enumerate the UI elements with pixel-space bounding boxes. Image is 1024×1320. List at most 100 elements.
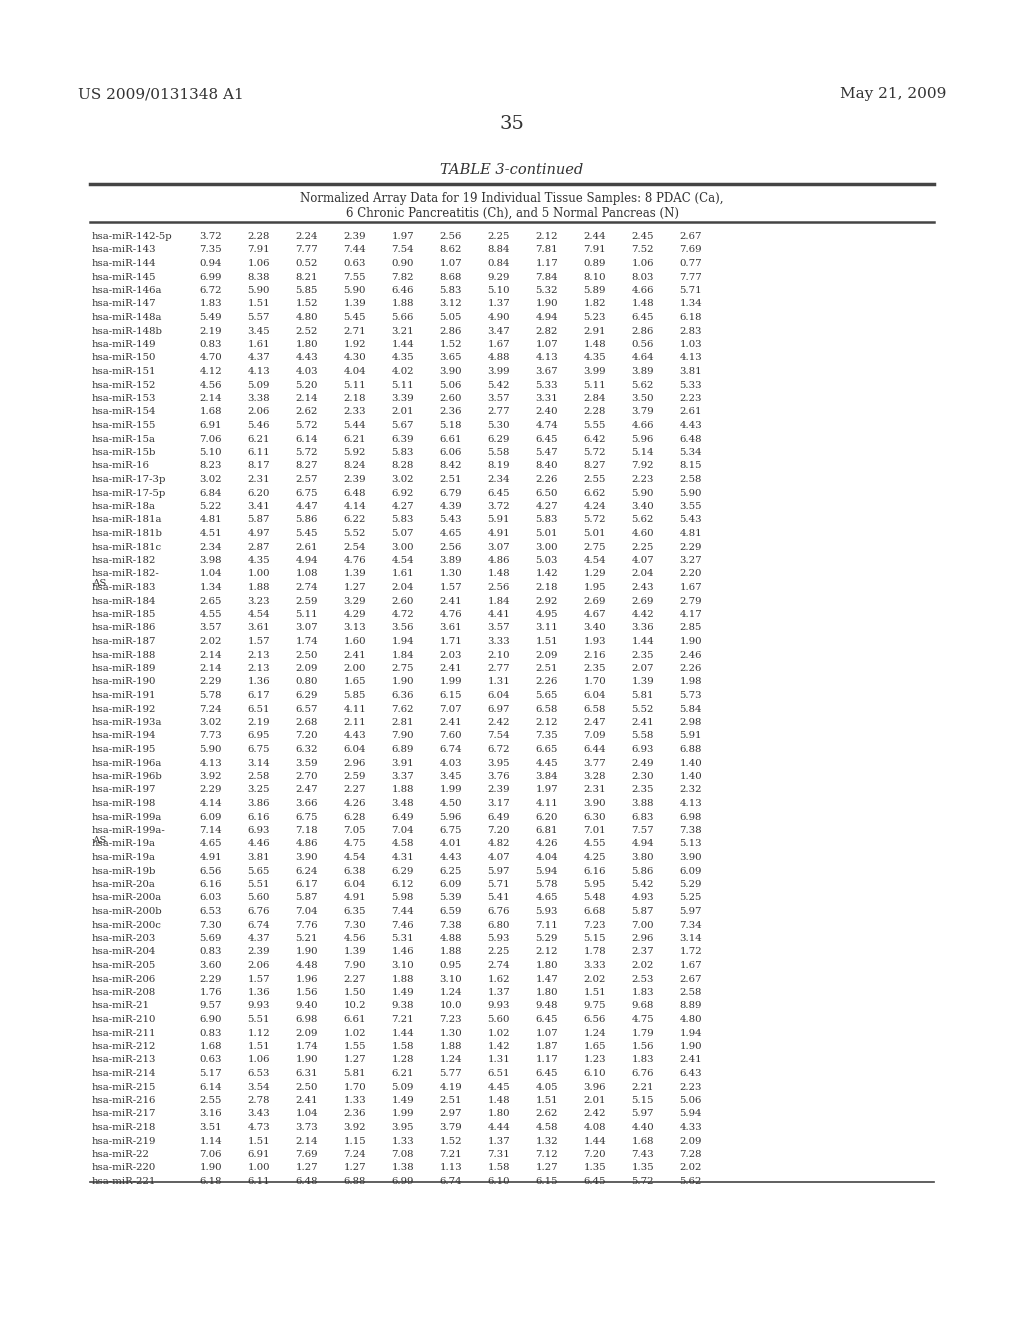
Text: 1.39: 1.39 [343,569,366,578]
Text: 1.74: 1.74 [295,1041,318,1051]
Text: 6.20: 6.20 [248,488,270,498]
Text: 1.98: 1.98 [680,677,702,686]
Text: 6.21: 6.21 [391,1069,414,1078]
Text: hsa-miR-19a: hsa-miR-19a [92,840,156,849]
Text: hsa-miR-19b: hsa-miR-19b [92,866,157,875]
Text: 6.48: 6.48 [296,1177,318,1185]
Text: 1.32: 1.32 [536,1137,558,1146]
Text: 5.78: 5.78 [536,880,558,888]
Text: 2.02: 2.02 [632,961,654,970]
Text: 2.14: 2.14 [200,664,222,673]
Text: 2.41: 2.41 [632,718,654,727]
Text: 1.40: 1.40 [679,772,702,781]
Text: 5.49: 5.49 [200,313,222,322]
Text: hsa-miR-153: hsa-miR-153 [92,393,157,403]
Text: 4.46: 4.46 [248,840,270,849]
Text: 3.99: 3.99 [487,367,510,376]
Text: 5.98: 5.98 [391,894,414,903]
Text: 3.56: 3.56 [391,623,414,632]
Text: 1.97: 1.97 [391,232,414,242]
Text: 5.10: 5.10 [487,286,510,294]
Text: 7.20: 7.20 [296,731,318,741]
Text: 5.25: 5.25 [680,894,702,903]
Text: 3.33: 3.33 [584,961,606,970]
Text: 3.99: 3.99 [584,367,606,376]
Text: 0.63: 0.63 [343,259,366,268]
Text: 2.62: 2.62 [536,1110,558,1118]
Text: 2.35: 2.35 [632,651,654,660]
Text: 4.43: 4.43 [295,354,318,363]
Text: 4.25: 4.25 [584,853,606,862]
Text: 2.96: 2.96 [632,935,654,942]
Text: 4.07: 4.07 [487,853,510,862]
Text: 7.12: 7.12 [536,1150,558,1159]
Text: 1.03: 1.03 [679,341,702,348]
Text: 6.17: 6.17 [248,690,270,700]
Text: 8.28: 8.28 [391,462,414,470]
Text: 7.77: 7.77 [295,246,318,255]
Text: 2.13: 2.13 [248,664,270,673]
Text: 9.68: 9.68 [632,1002,654,1011]
Text: 1.72: 1.72 [679,948,702,957]
Text: hsa-miR-205: hsa-miR-205 [92,961,157,970]
Text: 2.35: 2.35 [632,785,654,795]
Text: 3.17: 3.17 [487,799,510,808]
Text: 2.33: 2.33 [343,408,366,417]
Text: 1.17: 1.17 [536,259,558,268]
Text: 0.83: 0.83 [200,1028,222,1038]
Text: 5.23: 5.23 [584,313,606,322]
Text: 5.83: 5.83 [536,516,558,524]
Text: 6.49: 6.49 [487,813,510,821]
Text: 2.50: 2.50 [296,651,318,660]
Text: 1.55: 1.55 [343,1041,366,1051]
Text: 1.08: 1.08 [296,569,318,578]
Text: 6.44: 6.44 [584,744,606,754]
Text: 1.15: 1.15 [343,1137,366,1146]
Text: 9.75: 9.75 [584,1002,606,1011]
Text: 6.09: 6.09 [680,866,702,875]
Text: 6.22: 6.22 [344,516,366,524]
Text: 2.92: 2.92 [536,597,558,606]
Text: hsa-miR-148b: hsa-miR-148b [92,326,163,335]
Text: 2.16: 2.16 [584,651,606,660]
Text: hsa-miR-216: hsa-miR-216 [92,1096,157,1105]
Text: 2.79: 2.79 [680,597,702,606]
Text: 4.50: 4.50 [439,799,462,808]
Text: 2.41: 2.41 [679,1056,702,1064]
Text: 1.00: 1.00 [248,569,270,578]
Text: 9.93: 9.93 [248,1002,270,1011]
Text: 3.67: 3.67 [536,367,558,376]
Text: 3.00: 3.00 [391,543,414,552]
Text: 7.77: 7.77 [679,272,702,281]
Text: 4.17: 4.17 [679,610,702,619]
Text: 5.71: 5.71 [679,286,702,294]
Text: 5.52: 5.52 [632,705,654,714]
Text: 1.57: 1.57 [439,583,462,591]
Text: 4.41: 4.41 [487,610,510,619]
Text: 1.49: 1.49 [391,1096,414,1105]
Text: hsa-miR-199a-: hsa-miR-199a- [92,826,166,836]
Text: 2.56: 2.56 [439,232,462,242]
Text: 8.68: 8.68 [439,272,462,281]
Text: 6.81: 6.81 [536,826,558,836]
Text: 2.65: 2.65 [200,597,222,606]
Text: hsa-miR-200c: hsa-miR-200c [92,920,162,929]
Text: 6.88: 6.88 [680,744,702,754]
Text: 3.40: 3.40 [632,502,654,511]
Text: 4.94: 4.94 [295,556,318,565]
Text: 1.51: 1.51 [536,1096,558,1105]
Text: 5.58: 5.58 [487,447,510,457]
Text: 4.97: 4.97 [248,529,270,539]
Text: 2.58: 2.58 [248,772,270,781]
Text: 2.78: 2.78 [248,1096,270,1105]
Text: 1.61: 1.61 [248,341,270,348]
Text: 3.61: 3.61 [439,623,462,632]
Text: 6.97: 6.97 [487,705,510,714]
Text: 2.28: 2.28 [584,408,606,417]
Text: 7.69: 7.69 [680,246,702,255]
Text: 2.56: 2.56 [439,543,462,552]
Text: 2.12: 2.12 [536,948,558,957]
Text: 5.58: 5.58 [632,731,654,741]
Text: 2.60: 2.60 [439,393,462,403]
Text: 4.58: 4.58 [391,840,414,849]
